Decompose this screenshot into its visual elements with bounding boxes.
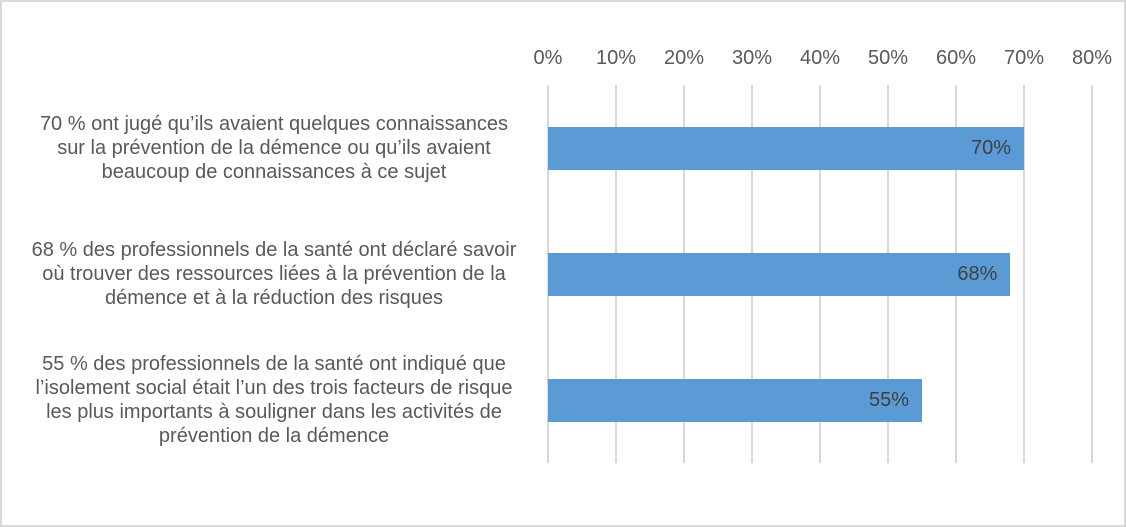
bar-data-label: 70% — [970, 137, 1011, 159]
plot-area: 70% 68% 55% — [547, 85, 1093, 463]
x-axis-tick-label: 70% — [1003, 47, 1045, 69]
x-axis-tick-label: 20% — [663, 47, 705, 69]
bar: 55% — [548, 378, 922, 422]
bar: 68% — [548, 252, 1011, 296]
gridline — [1023, 85, 1025, 463]
bar-data-label: 55% — [868, 389, 909, 411]
x-axis-tick-label: 50% — [867, 47, 909, 69]
x-axis-tick-label: 30% — [731, 47, 773, 69]
category-label: 55 % des professionnels de la santé ont … — [35, 353, 513, 447]
x-axis-tick-label: 0% — [533, 47, 563, 69]
category-label: 68 % des professionnels de la santé ont … — [31, 239, 517, 309]
category-label: 70 % ont jugé qu’ils avaient quelques co… — [39, 113, 509, 183]
x-axis-tick-label: 40% — [799, 47, 841, 69]
x-axis-tick-label: 80% — [1071, 47, 1113, 69]
x-axis-tick-label: 10% — [595, 47, 637, 69]
x-axis-tick-label: 60% — [935, 47, 977, 69]
bar-data-label: 68% — [957, 263, 998, 285]
gridline — [1091, 85, 1093, 463]
bar: 70% — [548, 126, 1024, 170]
